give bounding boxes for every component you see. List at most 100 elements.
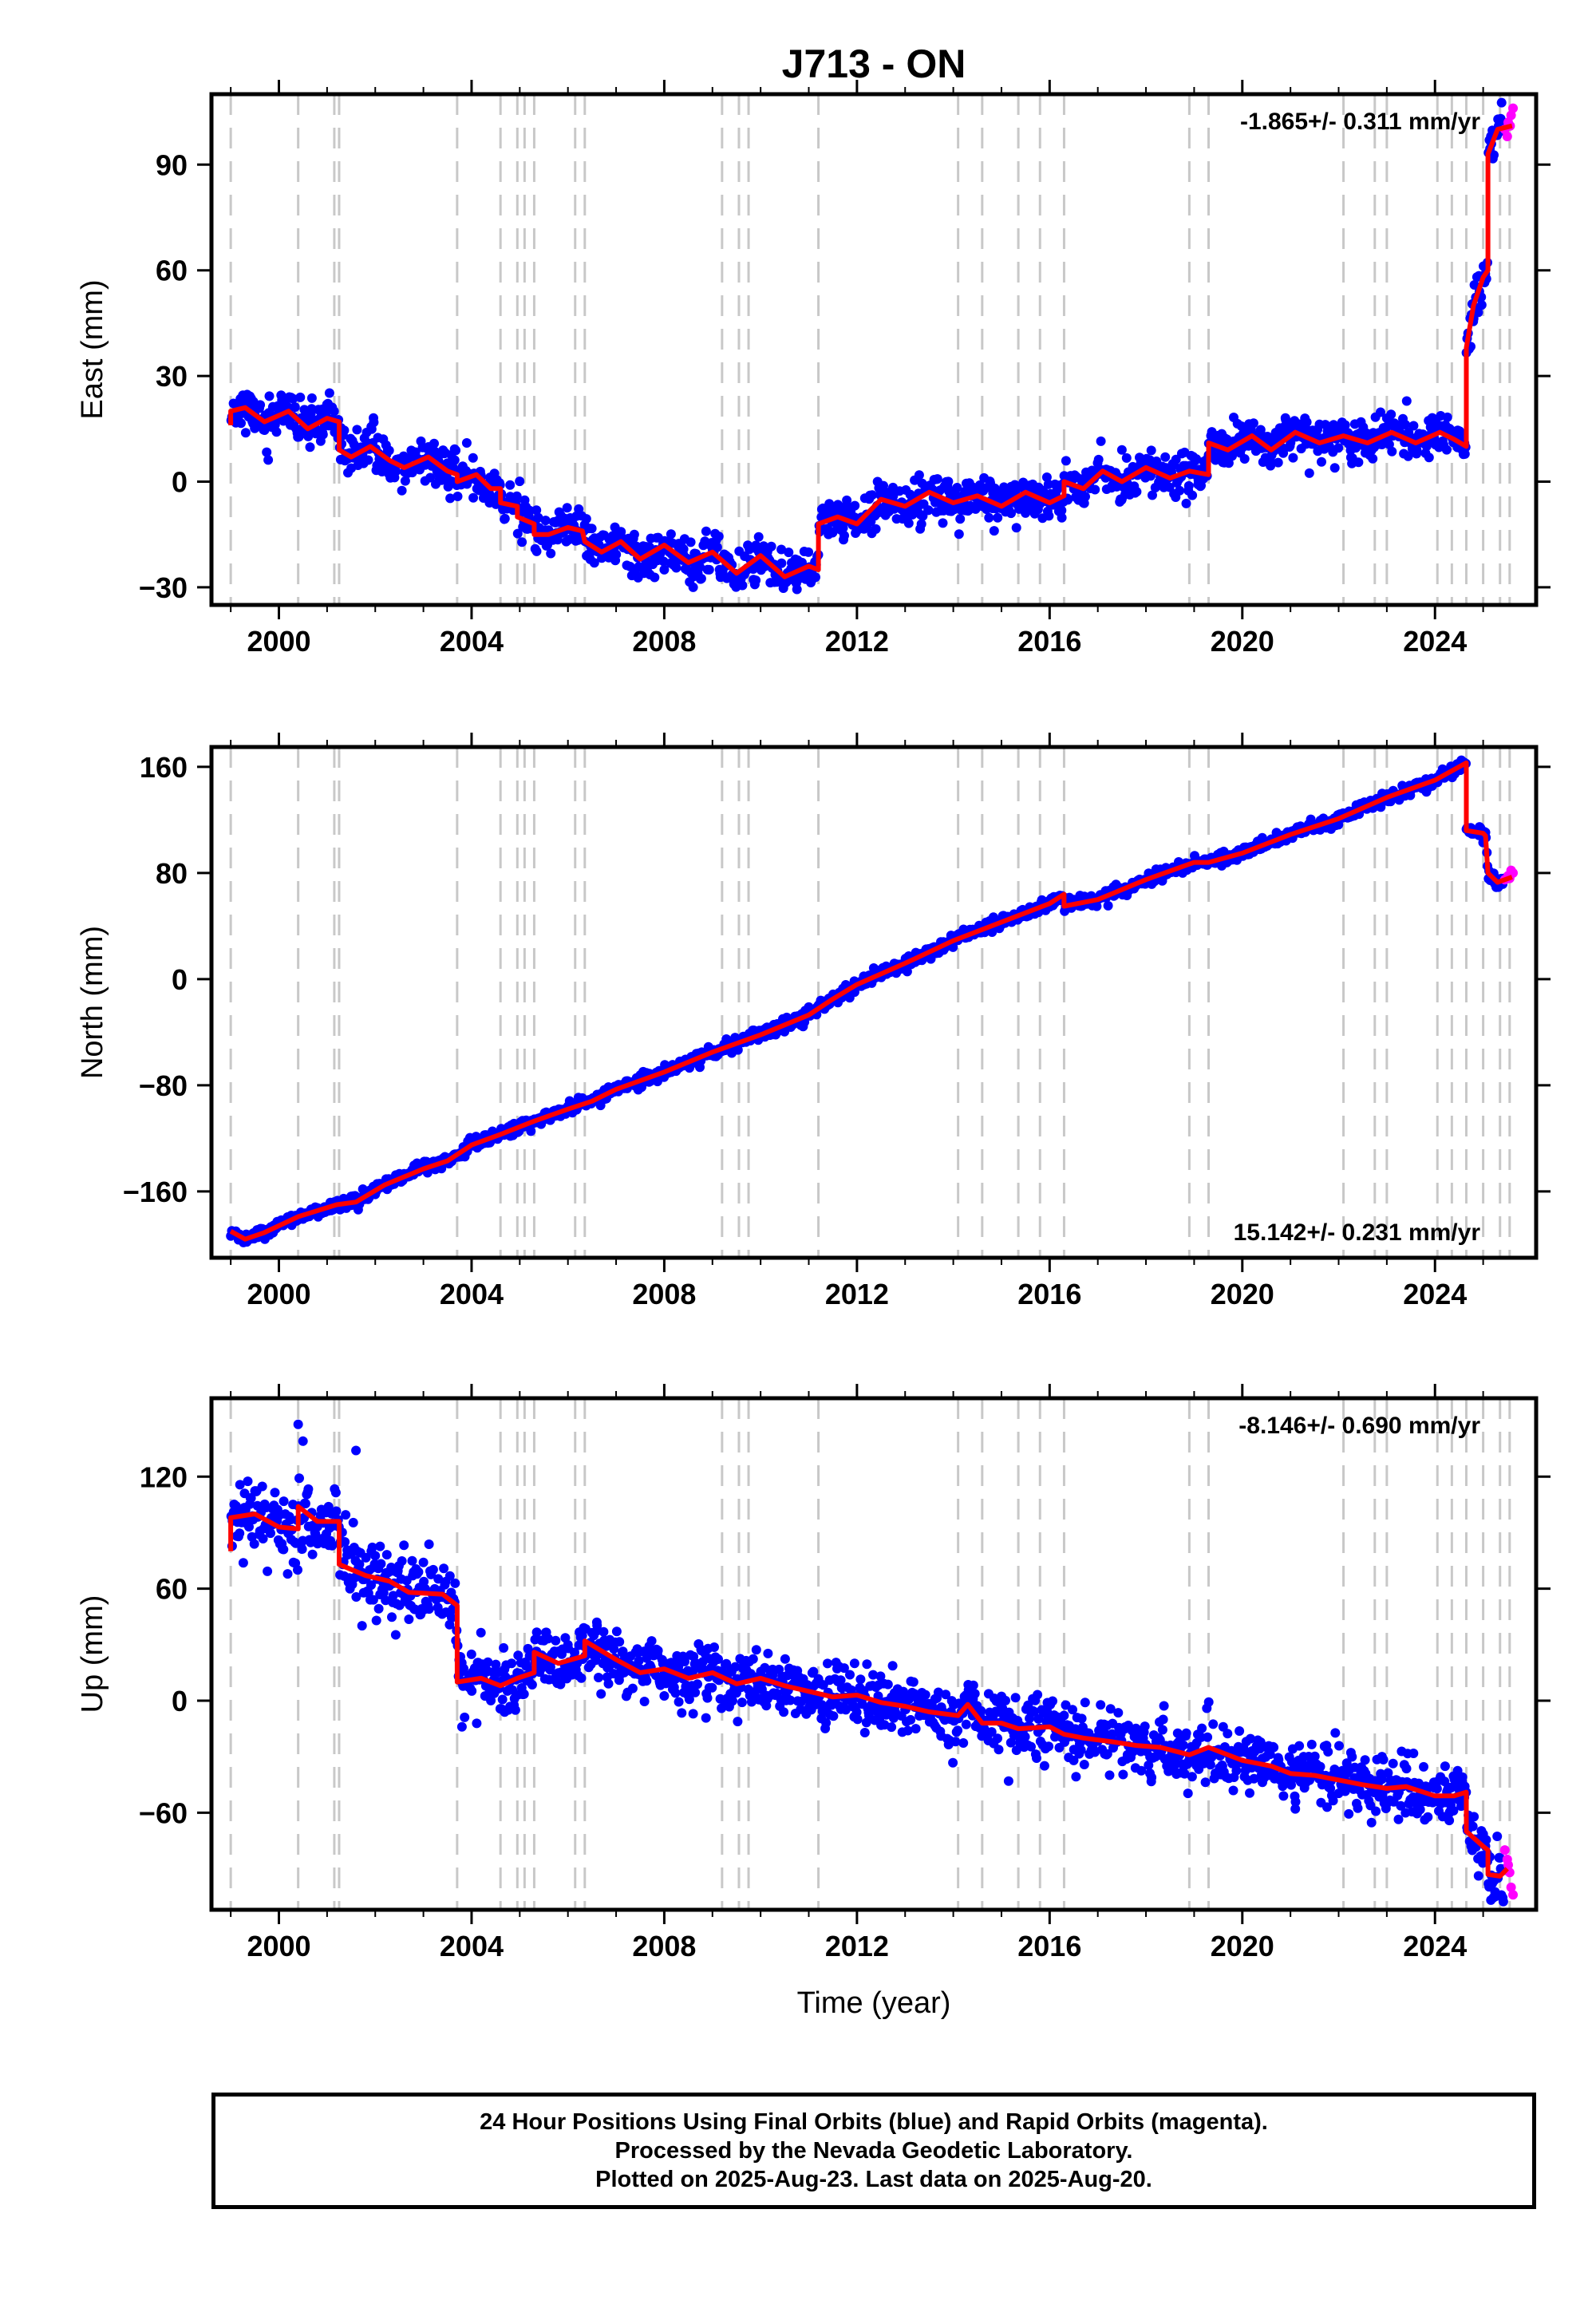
data-point-final	[1457, 1772, 1468, 1782]
data-point-final	[914, 470, 924, 480]
data-point-final	[1102, 1749, 1112, 1759]
data-point-final	[903, 1725, 913, 1736]
data-point-final	[397, 485, 407, 496]
data-point-final	[871, 524, 881, 534]
data-point-final	[1353, 1803, 1363, 1813]
data-point-final	[1010, 1693, 1021, 1703]
data-point-final	[1059, 1710, 1069, 1721]
data-point-final	[1353, 457, 1364, 468]
data-point-final	[1118, 1769, 1128, 1780]
data-point-final	[688, 582, 698, 592]
data-point-final	[1381, 413, 1392, 424]
data-point-final	[271, 427, 282, 437]
data-point-final	[785, 1695, 796, 1705]
data-point-final	[540, 516, 551, 526]
data-point-final	[329, 406, 339, 417]
data-point-final	[627, 1683, 638, 1694]
data-point-final	[1401, 1764, 1412, 1774]
data-point-final	[1401, 396, 1412, 406]
data-point-final	[598, 1626, 609, 1637]
data-point-final	[354, 1559, 365, 1570]
data-point-final	[1043, 479, 1053, 489]
data-point-final	[249, 1539, 259, 1549]
data-point-final	[784, 547, 794, 558]
data-point-final	[1269, 1742, 1279, 1753]
data-point-final	[1061, 456, 1071, 466]
data-point-final	[780, 1654, 790, 1664]
data-point-final	[1340, 420, 1350, 430]
data-point-final	[748, 1654, 758, 1664]
data-point-final	[932, 474, 942, 484]
data-point-final	[948, 1757, 958, 1768]
data-point-final	[851, 1707, 862, 1717]
data-point-final	[823, 1658, 832, 1669]
data-point-final	[1424, 453, 1434, 463]
data-point-final	[887, 1722, 897, 1733]
data-point-final	[594, 1673, 603, 1682]
data-point-final	[902, 966, 912, 977]
data-point-final	[1205, 1760, 1215, 1770]
data-point-final	[388, 1591, 398, 1601]
data-point-final	[859, 1728, 870, 1737]
data-point-final	[1368, 453, 1378, 464]
data-point-final	[976, 1705, 986, 1716]
data-point-final	[551, 1635, 561, 1646]
data-point-final	[1181, 498, 1191, 508]
data-point-final	[849, 1658, 859, 1669]
data-point-final	[659, 1691, 670, 1701]
data-point-final	[684, 1694, 694, 1705]
data-point-final	[439, 1563, 449, 1574]
data-point-final	[425, 472, 436, 483]
data-point-final	[1388, 1758, 1398, 1769]
data-point-final	[1080, 492, 1090, 502]
data-point-final	[1322, 1802, 1332, 1812]
data-point-final	[650, 572, 660, 583]
data-point-final	[666, 529, 676, 539]
data-point-final	[842, 495, 852, 505]
data-point-final	[713, 532, 724, 542]
data-point-final	[1408, 1749, 1419, 1758]
event-lines	[229, 747, 1511, 1258]
x-tick-label: 2024	[1403, 625, 1467, 658]
data-point-final	[533, 512, 543, 523]
data-point-final	[1179, 1769, 1190, 1779]
data-point-final	[821, 1717, 832, 1728]
data-point-final	[258, 1534, 268, 1543]
data-point-final	[707, 1682, 717, 1693]
data-point-final	[697, 1657, 708, 1667]
y-tick-label: 60	[156, 255, 188, 287]
data-point-final	[611, 549, 622, 559]
data-point-final	[1096, 436, 1106, 446]
data-point-final	[751, 575, 761, 586]
data-point-final	[1294, 1741, 1305, 1751]
data-point-final	[368, 1595, 378, 1605]
data-point-final	[596, 1689, 606, 1699]
data-point-final	[941, 1690, 951, 1700]
data-point-final	[1377, 1774, 1387, 1784]
data-point-final	[953, 1725, 963, 1736]
data-point-final	[804, 547, 814, 557]
data-point-final	[685, 537, 696, 547]
data-point-final	[270, 1488, 280, 1498]
y-tick-label: 90	[156, 148, 188, 181]
data-point-final	[701, 526, 711, 536]
data-point-final	[1057, 512, 1067, 523]
data-point-final	[576, 1673, 587, 1683]
x-tick-label: 2008	[632, 1278, 696, 1310]
data-point-final	[429, 438, 439, 449]
data-point-final	[808, 1666, 819, 1677]
data-point-final	[562, 503, 572, 513]
data-point-final	[701, 1713, 711, 1723]
data-point-final	[310, 1529, 321, 1539]
x-tick-label: 2020	[1211, 625, 1274, 658]
data-point-final	[1403, 451, 1413, 461]
data-point-final	[906, 1715, 916, 1725]
data-point-final	[512, 491, 522, 501]
data-point-final	[1020, 1732, 1030, 1742]
data-point-final	[367, 1542, 377, 1552]
data-point-final	[1317, 456, 1326, 467]
data-point-final	[1159, 1701, 1169, 1711]
y-axis-label: North (mm)	[76, 926, 109, 1079]
data-point-final	[659, 564, 670, 575]
